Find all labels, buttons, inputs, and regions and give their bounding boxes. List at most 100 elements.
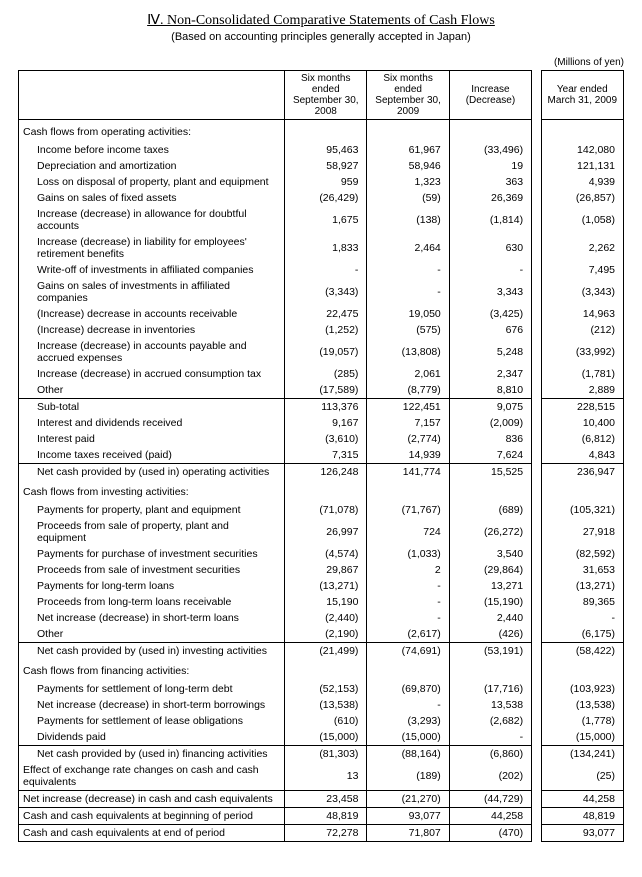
row-value: (15,000) xyxy=(541,729,623,746)
row-value xyxy=(285,480,367,502)
row-value: 113,376 xyxy=(285,399,367,416)
row-value: 14,963 xyxy=(541,306,623,322)
row-value: (17,589) xyxy=(285,382,367,399)
row-value: 13,538 xyxy=(449,697,531,713)
row-label: Net cash provided by (used in) investing… xyxy=(19,643,285,660)
row-value: (3,343) xyxy=(285,278,367,306)
row-label: Sub-total xyxy=(19,399,285,416)
table-row: Net cash provided by (used in) investing… xyxy=(19,643,624,660)
row-label: Net cash provided by (used in) financing… xyxy=(19,746,285,763)
row-label: Effect of exchange rate changes on cash … xyxy=(19,762,285,791)
row-value: 61,967 xyxy=(367,142,449,158)
table-row: Depreciation and amortization58,92758,94… xyxy=(19,158,624,174)
table-row: Gains on sales of investments in affilia… xyxy=(19,278,624,306)
row-value: (13,538) xyxy=(541,697,623,713)
row-label: Increase (decrease) in allowance for dou… xyxy=(19,206,285,234)
row-value: (2,009) xyxy=(449,415,531,431)
table-row: Gains on sales of fixed assets(26,429)(5… xyxy=(19,190,624,206)
row-value: (8,779) xyxy=(367,382,449,399)
row-value: (2,617) xyxy=(367,626,449,643)
row-label: Payments for property, plant and equipme… xyxy=(19,502,285,518)
table-row: Sub-total113,376122,4519,075228,515 xyxy=(19,399,624,416)
row-value: 9,075 xyxy=(449,399,531,416)
table-row: Net cash provided by (used in) operating… xyxy=(19,464,624,481)
row-label: Payments for settlement of long-term deb… xyxy=(19,681,285,697)
row-value: (17,716) xyxy=(449,681,531,697)
row-value: - xyxy=(541,610,623,626)
header-col4: Year ended March 31, 2009 xyxy=(541,71,623,120)
row-label: Gains on sales of fixed assets xyxy=(19,190,285,206)
row-value xyxy=(367,480,449,502)
table-row: (Increase) decrease in inventories(1,252… xyxy=(19,322,624,338)
table-row: Cash flows from financing activities: xyxy=(19,659,624,681)
row-value: 959 xyxy=(285,174,367,190)
row-value: 236,947 xyxy=(541,464,623,481)
table-row: Other(2,190)(2,617)(426)(6,175) xyxy=(19,626,624,643)
row-value xyxy=(285,659,367,681)
row-value: (575) xyxy=(367,322,449,338)
row-value: 44,258 xyxy=(541,791,623,808)
row-value: 26,369 xyxy=(449,190,531,206)
row-value: (19,057) xyxy=(285,338,367,366)
row-value: (2,774) xyxy=(367,431,449,447)
row-value: (426) xyxy=(449,626,531,643)
row-value: - xyxy=(367,594,449,610)
row-label: Interest and dividends received xyxy=(19,415,285,431)
row-value: (58,422) xyxy=(541,643,623,660)
row-value: (470) xyxy=(449,825,531,842)
row-value: (15,190) xyxy=(449,594,531,610)
row-value: (105,321) xyxy=(541,502,623,518)
row-value: 48,819 xyxy=(285,808,367,825)
row-value: (69,870) xyxy=(367,681,449,697)
row-value: (44,729) xyxy=(449,791,531,808)
row-value xyxy=(449,659,531,681)
row-value: 15,525 xyxy=(449,464,531,481)
table-row: Net increase (decrease) in short-term lo… xyxy=(19,610,624,626)
table-row: Cash flows from operating activities: xyxy=(19,120,624,143)
row-label: Net increase (decrease) in cash and cash… xyxy=(19,791,285,808)
header-col1: Six months ended September 30, 2008 xyxy=(285,71,367,120)
unit-label: (Millions of yen) xyxy=(18,57,624,68)
cashflow-table: Six months ended September 30, 2008 Six … xyxy=(18,70,624,842)
row-value: (33,992) xyxy=(541,338,623,366)
row-value: 7,157 xyxy=(367,415,449,431)
row-label: Income before income taxes xyxy=(19,142,285,158)
row-value: 8,810 xyxy=(449,382,531,399)
row-value: 4,843 xyxy=(541,447,623,464)
row-value: 7,624 xyxy=(449,447,531,464)
row-value xyxy=(449,480,531,502)
row-value: (2,440) xyxy=(285,610,367,626)
row-value: 363 xyxy=(449,174,531,190)
row-value: (15,000) xyxy=(367,729,449,746)
row-value: (53,191) xyxy=(449,643,531,660)
row-value: (13,808) xyxy=(367,338,449,366)
row-value: 7,315 xyxy=(285,447,367,464)
row-label: Write-off of investments in affiliated c… xyxy=(19,262,285,278)
row-value: - xyxy=(367,610,449,626)
row-label: (Increase) decrease in accounts receivab… xyxy=(19,306,285,322)
row-value: 3,540 xyxy=(449,546,531,562)
row-value: 93,077 xyxy=(541,825,623,842)
row-value: (689) xyxy=(449,502,531,518)
row-value: (74,691) xyxy=(367,643,449,660)
row-value: (138) xyxy=(367,206,449,234)
row-value: (33,496) xyxy=(449,142,531,158)
table-row: Cash and cash equivalents at end of peri… xyxy=(19,825,624,842)
row-value: 19,050 xyxy=(367,306,449,322)
table-row: Net increase (decrease) in cash and cash… xyxy=(19,791,624,808)
row-value: 95,463 xyxy=(285,142,367,158)
table-row: Cash flows from investing activities: xyxy=(19,480,624,502)
row-value: 7,495 xyxy=(541,262,623,278)
table-row: Payments for property, plant and equipme… xyxy=(19,502,624,518)
row-value: 10,400 xyxy=(541,415,623,431)
row-value: 2 xyxy=(367,562,449,578)
row-value: (103,923) xyxy=(541,681,623,697)
row-label: Increase (decrease) in accrued consumpti… xyxy=(19,366,285,382)
row-value: 23,458 xyxy=(285,791,367,808)
row-value: (3,425) xyxy=(449,306,531,322)
row-label: Increase (decrease) in liability for emp… xyxy=(19,234,285,262)
row-label: Proceeds from sale of property, plant an… xyxy=(19,518,285,546)
row-value: 22,475 xyxy=(285,306,367,322)
row-value: (202) xyxy=(449,762,531,791)
row-value: (82,592) xyxy=(541,546,623,562)
